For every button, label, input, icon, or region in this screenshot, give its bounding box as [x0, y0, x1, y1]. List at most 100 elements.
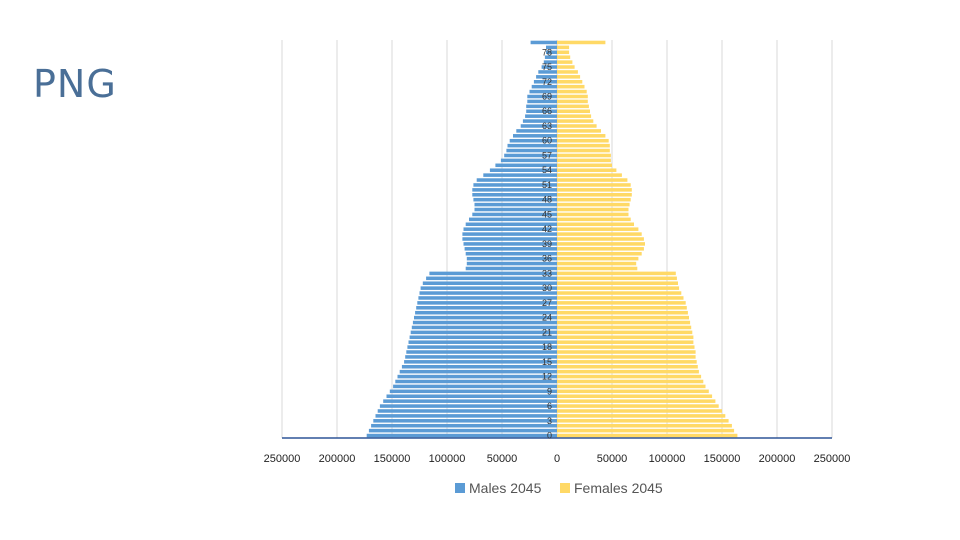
male-bar: [527, 94, 557, 99]
male-bar: [377, 409, 557, 413]
male-bar: [415, 310, 557, 315]
age-tick-label: 54: [542, 165, 552, 175]
male-bar: [395, 379, 557, 384]
male-bar: [410, 330, 557, 335]
male-bar: [368, 428, 557, 433]
female-bar: [557, 423, 732, 428]
male-bar: [414, 315, 557, 320]
age-tick-label: 30: [542, 283, 552, 293]
gridlines: [281, 40, 833, 438]
x-tick-label: 100000: [429, 453, 466, 465]
male-bar: [401, 364, 557, 369]
age-tick-label: 69: [542, 92, 552, 102]
male-bar: [373, 419, 557, 423]
female-bar: [557, 315, 689, 320]
female-bar: [557, 119, 594, 123]
male-bar: [513, 134, 557, 138]
female-bar: [557, 247, 644, 251]
x-tick-label: 50000: [597, 453, 628, 465]
female-bar: [557, 384, 706, 389]
male-bar: [541, 65, 557, 69]
females-bars: [557, 40, 738, 438]
male-bar: [422, 281, 557, 285]
age-tick-label: 0: [547, 431, 552, 441]
male-bar: [466, 261, 557, 266]
x-tick-label: 250000: [264, 453, 301, 465]
female-bar: [557, 428, 735, 433]
males-bars: [366, 40, 557, 438]
age-tick-label: 66: [542, 106, 552, 116]
male-bar: [472, 193, 557, 197]
male-bar: [509, 138, 557, 143]
female-bar: [557, 75, 581, 79]
age-tick-label: 48: [542, 195, 552, 205]
female-bar: [557, 232, 642, 236]
female-bar: [557, 369, 699, 374]
female-bar: [557, 296, 684, 300]
male-bar: [520, 124, 557, 128]
male-bar: [464, 247, 557, 251]
female-bar: [557, 202, 630, 207]
female-bar: [557, 350, 696, 354]
male-bar: [533, 79, 557, 84]
female-bar: [557, 217, 631, 222]
male-bar: [525, 114, 557, 118]
female-bar: [557, 138, 609, 143]
male-bar: [536, 75, 557, 79]
x-tick-label: 200000: [759, 453, 796, 465]
male-bar: [411, 325, 557, 330]
male-bar: [408, 340, 557, 344]
age-tick-label: 39: [542, 239, 552, 249]
female-bar: [557, 114, 592, 118]
male-bar: [473, 183, 557, 187]
female-bar: [557, 45, 570, 50]
male-bar: [527, 99, 557, 104]
male-bar: [463, 227, 557, 231]
legend-label-females: Females 2045: [574, 480, 663, 496]
male-bar: [546, 50, 557, 55]
female-bar: [557, 320, 691, 325]
male-bar: [405, 355, 557, 359]
age-tick-label: 21: [542, 327, 552, 337]
female-bar: [557, 212, 629, 217]
age-tick-label: 51: [542, 180, 552, 190]
x-tick-label: 150000: [704, 453, 741, 465]
male-bar: [474, 207, 557, 212]
female-bar: [557, 330, 693, 335]
x-tick-label: 150000: [374, 453, 411, 465]
age-tick-label: 24: [542, 313, 552, 323]
female-bar: [557, 158, 611, 163]
female-bar: [557, 276, 677, 281]
female-bar: [557, 65, 575, 69]
male-bar: [526, 104, 557, 109]
male-bar: [386, 394, 557, 399]
female-bar: [557, 404, 719, 408]
x-tick-label: 0: [554, 453, 560, 465]
age-tick-label: 60: [542, 136, 552, 146]
female-bar: [557, 399, 716, 403]
female-bar: [557, 70, 578, 74]
female-bar: [557, 153, 611, 158]
female-bar: [557, 325, 692, 330]
male-bar: [483, 173, 557, 177]
legend-label-males: Males 2045: [469, 480, 542, 496]
male-bar: [473, 197, 557, 202]
female-bar: [557, 104, 589, 109]
female-bar: [557, 256, 639, 261]
male-bar: [397, 374, 557, 379]
age-tick-label: 15: [542, 357, 552, 367]
female-bar: [557, 301, 686, 305]
female-bar: [557, 414, 726, 418]
male-bar: [472, 212, 557, 217]
male-bar: [531, 84, 557, 89]
x-tick-label: 250000: [814, 453, 851, 465]
age-tick-label: 9: [547, 386, 552, 396]
male-bar: [526, 109, 557, 114]
age-tick-label: 3: [547, 416, 552, 426]
male-bar: [530, 40, 557, 45]
female-bar: [557, 286, 680, 290]
male-bar: [399, 369, 557, 374]
age-tick-label: 12: [542, 372, 552, 382]
female-bar: [557, 409, 722, 413]
male-bar: [462, 232, 557, 236]
